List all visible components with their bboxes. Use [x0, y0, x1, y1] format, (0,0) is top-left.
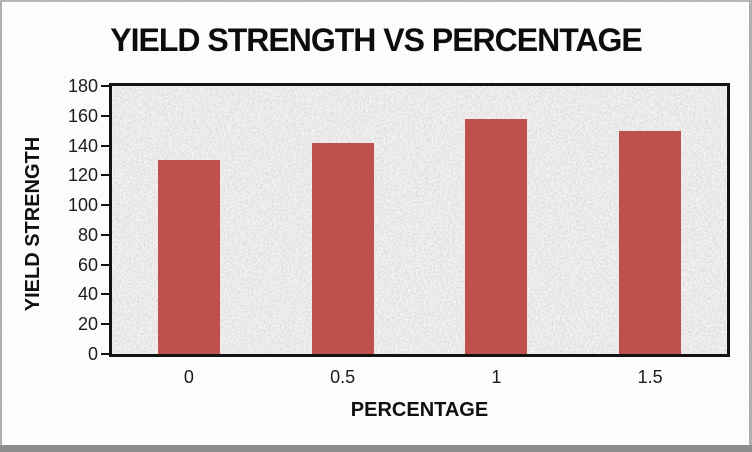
y-tick-mark	[101, 85, 109, 87]
x-category-label-1.5: 1.5	[637, 367, 663, 387]
y-tick-mark	[101, 114, 109, 117]
window-border-left	[0, 0, 2, 452]
y-tick-label-0: 0	[87, 344, 98, 364]
y-tick-label-80: 80	[77, 224, 98, 245]
y-tick-mark	[101, 323, 109, 326]
y-tick-mark	[101, 233, 109, 236]
x-category-label-1: 1	[491, 367, 502, 387]
y-tick-mark	[101, 144, 109, 147]
plot-area	[109, 83, 730, 357]
y-tick-label-100: 100	[67, 195, 98, 216]
y-tick-label-40: 40	[77, 284, 98, 305]
y-tick-mark	[101, 174, 109, 177]
y-tick-label-160: 160	[67, 105, 98, 126]
y-tick-mark	[101, 353, 109, 355]
bar-category-1	[465, 119, 528, 354]
y-tick-label-20: 20	[77, 314, 98, 335]
y-axis-title: YIELD STRENGTH	[22, 136, 44, 312]
y-tick-label-140: 140	[67, 135, 98, 156]
y-tick-mark	[101, 293, 109, 296]
y-tick-mark	[101, 204, 109, 207]
y-tick-mark	[101, 263, 109, 266]
window-border-right	[749, 0, 752, 452]
window-border-top	[0, 0, 752, 2]
y-tick-label-60: 60	[77, 254, 98, 275]
bar-category-0.5	[311, 143, 374, 354]
y-tick-label-180: 180	[67, 76, 98, 96]
chart-title: YIELD STRENGTH VS PERCENTAGE	[110, 22, 642, 58]
bar-category-1.5	[619, 131, 682, 354]
window-border-bottom	[0, 445, 752, 452]
bar-category-0	[157, 160, 220, 354]
x-category-label-0: 0	[183, 367, 194, 387]
x-category-label-0.5: 0.5	[330, 367, 356, 387]
y-tick-label-120: 120	[67, 165, 98, 186]
x-axis-title: PERCENTAGE	[350, 399, 489, 421]
